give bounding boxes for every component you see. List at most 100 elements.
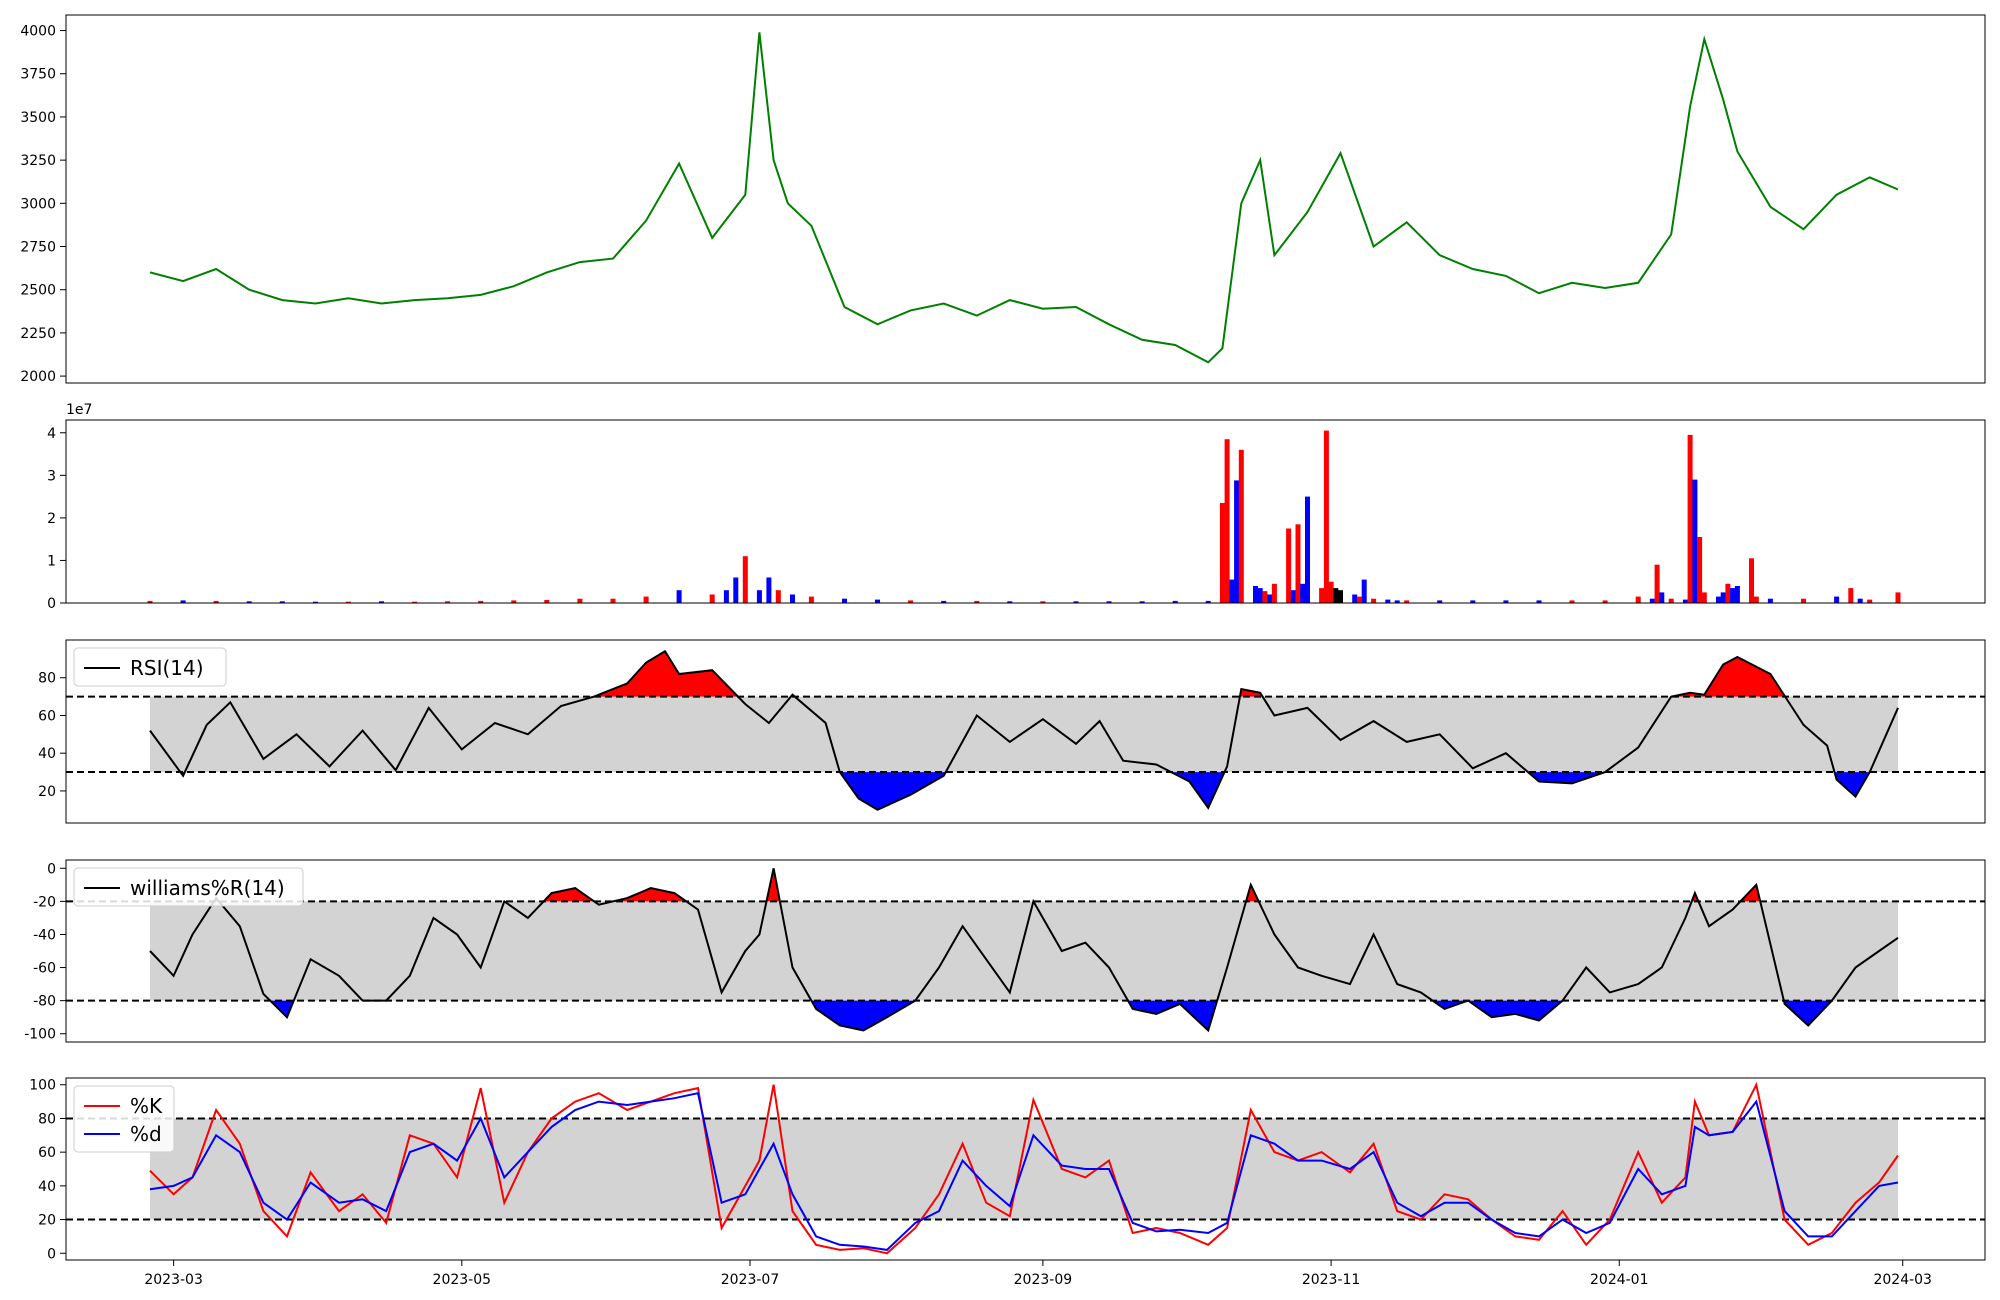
volume-bar xyxy=(1338,590,1343,603)
volume-bar xyxy=(1749,558,1754,603)
volume-bar xyxy=(180,600,186,603)
volume-bar xyxy=(1602,600,1608,603)
y-tick-label: 80 xyxy=(38,1111,56,1127)
volume-bar xyxy=(1319,588,1325,603)
volume-bar xyxy=(1361,579,1367,603)
legend-box xyxy=(73,1085,175,1153)
y-tick-label: 0 xyxy=(47,861,56,877)
oversold-fill xyxy=(1783,1000,1832,1026)
volume-bar xyxy=(1692,479,1698,603)
volume-bar xyxy=(279,601,285,603)
volume-bar xyxy=(1730,588,1736,603)
y-tick-label: 60 xyxy=(38,1145,56,1161)
volume-scale-label: 1e7 xyxy=(66,402,92,418)
volume-bar xyxy=(1106,601,1112,603)
volume-bar xyxy=(1007,601,1013,603)
volume-bar xyxy=(1867,599,1873,603)
rsi-line xyxy=(149,649,1899,811)
legend: williams%R(14) xyxy=(73,867,304,907)
volume-bar xyxy=(1323,430,1329,603)
y-tick-label: 2000 xyxy=(20,369,56,385)
y-tick-label: 60 xyxy=(38,708,56,724)
volume-bar xyxy=(1734,586,1740,603)
volume-bar xyxy=(1536,600,1542,603)
y-tick-label: -80 xyxy=(33,994,56,1010)
y-tick-label: 1 xyxy=(47,553,56,569)
volume-bar xyxy=(1262,591,1268,603)
volume-bar xyxy=(379,601,384,603)
volume-bar xyxy=(147,600,153,603)
rsi-panel: 20 40 60 80 RSI(14) xyxy=(38,639,1986,824)
volume-bar xyxy=(974,600,980,603)
neutral-band xyxy=(150,901,1898,1001)
volume-bar xyxy=(1229,579,1235,603)
volume-bar xyxy=(1040,601,1046,603)
overbought-fill xyxy=(1239,689,1263,697)
x-tick-label: 2023-11 xyxy=(1302,1272,1361,1288)
volume-bar xyxy=(412,601,418,603)
volume-bar xyxy=(790,594,795,603)
x-tick-label: 2024-01 xyxy=(1590,1272,1649,1288)
volume-bar xyxy=(1470,600,1476,603)
volume-bar xyxy=(1328,581,1334,603)
volume-bar xyxy=(1371,598,1377,603)
y-tick-label: 3750 xyxy=(20,67,56,83)
volume-bar xyxy=(1295,524,1301,603)
volume-bar xyxy=(709,594,715,603)
volume-bar xyxy=(213,600,219,603)
y-tick-label: 0 xyxy=(47,1246,56,1262)
axes-frame xyxy=(65,1077,1986,1261)
volume-bar xyxy=(1659,592,1665,603)
y-tick-label: -60 xyxy=(33,961,56,977)
volume-bar xyxy=(1697,537,1703,603)
price-line xyxy=(149,32,1899,364)
y-tick-label: 40 xyxy=(38,1179,56,1195)
volume-bar xyxy=(676,590,682,603)
volume-bar xyxy=(312,601,318,603)
volume-bar xyxy=(1394,600,1400,603)
axes-frame xyxy=(65,859,1986,1043)
y-tick-label: 80 xyxy=(38,671,56,687)
volume-bar xyxy=(1238,449,1244,603)
volume-bar xyxy=(1300,583,1306,603)
volume-bar xyxy=(1687,434,1693,603)
legend-box xyxy=(73,647,227,687)
y-tick-label: 3000 xyxy=(20,196,56,212)
volume-bar xyxy=(1257,588,1263,603)
volume-bar xyxy=(1356,596,1362,603)
volume-bar xyxy=(1682,599,1688,603)
volume-bar xyxy=(723,590,729,603)
y-tick-label: 20 xyxy=(38,1213,56,1229)
volume-bar xyxy=(1333,588,1339,603)
legend-label: %d xyxy=(130,1122,162,1146)
y-tick-label: 2 xyxy=(47,511,56,527)
volume-bar xyxy=(544,600,550,603)
volume-bar xyxy=(1767,598,1773,603)
legend: %K %d xyxy=(73,1085,175,1153)
neutral-band xyxy=(150,696,1898,773)
neutral-band xyxy=(150,1118,1898,1220)
y-tick-label: 2750 xyxy=(20,240,56,256)
y-tick-label: 3250 xyxy=(20,153,56,169)
volume-bar xyxy=(1290,590,1296,603)
y-tick-label: -40 xyxy=(33,927,56,943)
volume-bar xyxy=(1569,600,1575,603)
volume-bar xyxy=(1205,600,1211,603)
volume-bar xyxy=(1654,564,1660,603)
volume-bar xyxy=(1234,480,1240,603)
volume-bar xyxy=(1635,596,1641,603)
y-tick-label: 4 xyxy=(47,426,56,442)
volume-bar xyxy=(733,577,739,603)
volume-bar xyxy=(246,601,252,603)
y-tick-label: 4000 xyxy=(20,24,56,40)
axes-frame xyxy=(65,639,1986,824)
volume-bar xyxy=(1701,592,1707,603)
volume-bar xyxy=(1725,583,1731,603)
volume-bar xyxy=(775,590,781,603)
volume-bar xyxy=(511,600,517,603)
volume-bar xyxy=(610,598,616,603)
y-tick-label: -100 xyxy=(24,1027,56,1043)
volume-bar xyxy=(742,556,748,603)
volume-bar xyxy=(478,600,484,603)
williams-line xyxy=(149,868,1899,1033)
